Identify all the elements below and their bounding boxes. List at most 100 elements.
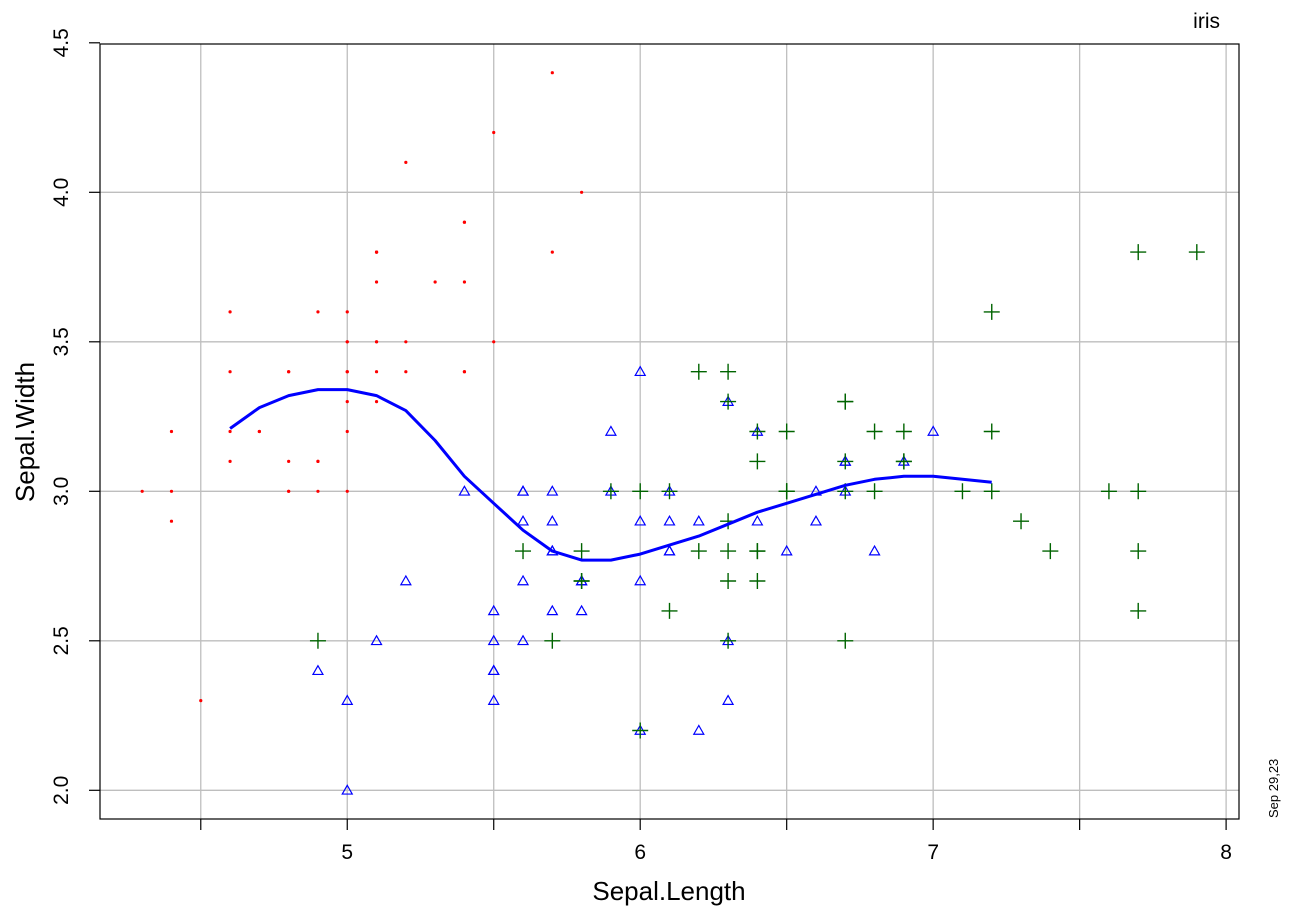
- data-point: [341, 694, 354, 705]
- data-point: [1130, 244, 1147, 261]
- data-point: [690, 363, 707, 380]
- data-point: [1130, 602, 1147, 619]
- series-1: [140, 71, 584, 703]
- data-point: [487, 634, 500, 646]
- data-point: [316, 489, 320, 493]
- data-point: [1130, 543, 1147, 560]
- y-tick-label: 4.5: [50, 28, 73, 57]
- data-point: [370, 634, 383, 646]
- data-point: [169, 489, 174, 493]
- data-point: [720, 632, 737, 649]
- x-tick-label: 7: [927, 841, 939, 864]
- data-point: [983, 303, 1000, 320]
- data-point: [374, 250, 379, 254]
- data-point: [749, 543, 766, 560]
- data-point: [837, 632, 854, 649]
- data-point: [515, 543, 532, 560]
- data-point: [927, 425, 940, 436]
- data-point: [492, 130, 496, 135]
- data-point: [634, 514, 647, 526]
- data-point: [433, 280, 437, 284]
- data-point: [663, 544, 676, 556]
- data-point: [404, 160, 408, 165]
- data-point: [374, 370, 379, 374]
- data-points: [140, 71, 1205, 795]
- data-point: [866, 483, 883, 500]
- data-point: [550, 250, 554, 254]
- data-point: [345, 489, 349, 493]
- y-tick-label: 3.5: [50, 327, 73, 356]
- data-point: [692, 514, 705, 526]
- data-point: [458, 485, 471, 496]
- data-point: [516, 634, 530, 646]
- data-point: [749, 423, 766, 440]
- data-point: [1188, 244, 1205, 261]
- data-point: [374, 280, 379, 284]
- x-tick-label: 5: [341, 841, 353, 864]
- data-point: [895, 423, 912, 440]
- data-point: [602, 483, 619, 500]
- data-point: [1013, 513, 1030, 530]
- y-axis-title: Sepal.Width: [10, 362, 40, 502]
- data-point: [140, 489, 144, 493]
- data-point: [580, 190, 584, 194]
- series-3: [309, 244, 1205, 739]
- data-point: [404, 340, 408, 344]
- smooth-curve: [229, 388, 992, 562]
- data-point: [492, 340, 496, 344]
- data-point: [546, 514, 559, 526]
- y-axis: 2.0 2.5 3.0 3.5 4.0 4.5: [50, 28, 100, 805]
- data-point: [866, 423, 883, 440]
- data-point: [516, 574, 530, 586]
- data-point: [954, 483, 971, 500]
- series-2: [311, 365, 940, 795]
- data-point: [778, 483, 795, 500]
- data-point: [228, 429, 232, 434]
- data-point: [345, 429, 349, 434]
- data-point: [228, 459, 232, 463]
- data-point: [1042, 543, 1059, 560]
- data-point: [720, 363, 737, 380]
- data-point: [550, 71, 554, 75]
- data-point: [345, 310, 349, 314]
- data-point: [257, 429, 261, 434]
- x-axis: 5 6 7 8: [200, 819, 1232, 864]
- data-point: [749, 572, 766, 589]
- x-tick-label: 6: [634, 841, 646, 864]
- date-stamp: Sep 29,23: [1266, 759, 1281, 818]
- data-point: [983, 483, 1000, 500]
- chart-title: iris: [1193, 10, 1220, 33]
- y-tick-label: 4.0: [50, 178, 73, 207]
- data-point: [516, 514, 530, 526]
- data-point: [345, 370, 349, 374]
- data-point: [663, 514, 676, 526]
- data-point: [780, 544, 793, 556]
- data-point: [462, 280, 467, 284]
- data-point: [169, 429, 174, 434]
- data-point: [287, 489, 291, 493]
- y-tick-label: 2.5: [50, 626, 73, 655]
- data-point: [311, 664, 324, 676]
- data-point: [316, 459, 320, 463]
- grid-lines: [100, 44, 1239, 819]
- data-point: [661, 483, 678, 500]
- data-point: [720, 572, 737, 589]
- data-point: [837, 453, 854, 470]
- data-point: [1130, 483, 1147, 500]
- data-point: [604, 425, 617, 436]
- smooth-line: [229, 388, 992, 562]
- y-tick-label: 2.0: [50, 776, 73, 805]
- data-point: [487, 694, 500, 705]
- data-point: [374, 400, 379, 404]
- data-point: [516, 485, 530, 496]
- data-point: [287, 370, 291, 374]
- data-point: [309, 632, 326, 649]
- data-point: [690, 543, 707, 560]
- data-point: [983, 423, 1000, 440]
- data-point: [487, 664, 500, 676]
- data-point: [837, 393, 854, 410]
- data-point: [632, 483, 649, 500]
- x-tick-label: 8: [1220, 841, 1232, 864]
- data-point: [462, 220, 467, 224]
